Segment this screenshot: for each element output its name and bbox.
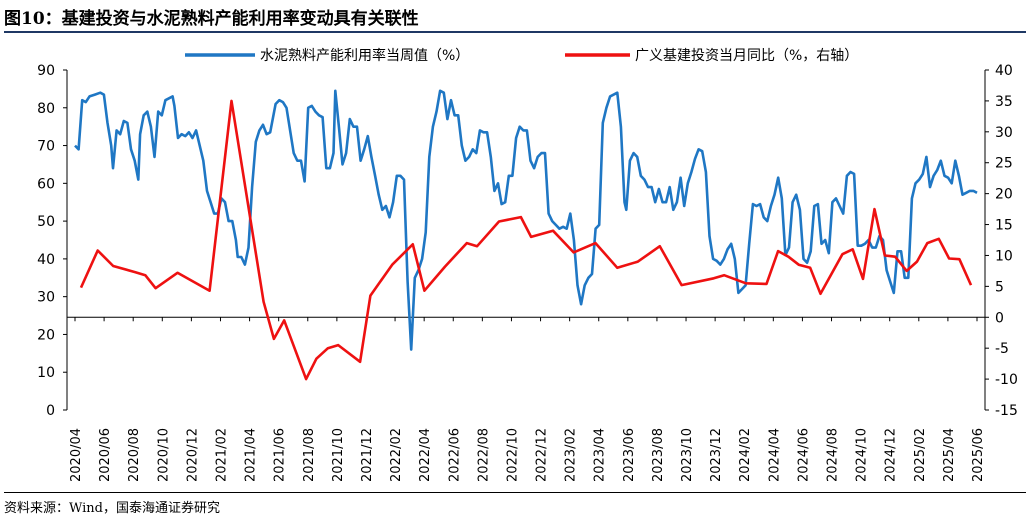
right-tick-label: 15 xyxy=(995,218,1013,234)
chart-svg: 0 10 20 30 40 50 60 70 80 90 -15 -10 -5 0 5 10 15 20 25 30 3… xyxy=(37,47,1018,482)
left-tick-label: 70 xyxy=(37,139,55,155)
right-tick-label: 0 xyxy=(995,310,1004,326)
right-tick-label: -5 xyxy=(995,341,1009,357)
source-divider xyxy=(4,492,1026,493)
x-tick-label: 2024/02 xyxy=(738,428,753,482)
x-tick-label: 2024/06 xyxy=(796,428,811,482)
x-tick-label: 2022/06 xyxy=(447,428,462,482)
right-tick-label: 10 xyxy=(995,248,1013,264)
x-tick-label: 2024/04 xyxy=(767,428,782,482)
right-tick-label: -15 xyxy=(995,403,1018,419)
x-tick-label: 2022/04 xyxy=(418,428,433,482)
x-tick-label: 2023/06 xyxy=(622,428,637,482)
legend: 水泥熟料产能利用率当周值（%） 广义基建投资当月同比（%，右轴） xyxy=(185,47,858,64)
left-tick-label: 0 xyxy=(46,403,55,419)
x-tick-label: 2024/08 xyxy=(826,428,841,482)
left-tick-label: 20 xyxy=(37,327,55,343)
x-tick-label: 2023/10 xyxy=(680,428,695,482)
legend-label-series1: 水泥熟料产能利用率当周值（%） xyxy=(260,47,469,64)
x-tick-label: 2020/08 xyxy=(127,428,142,482)
x-tick-label: 2023/08 xyxy=(651,428,666,482)
x-tick-label: 2023/04 xyxy=(593,428,608,482)
x-tick-label: 2020/04 xyxy=(69,428,84,482)
left-tick-label: 80 xyxy=(37,101,55,117)
left-tick-label: 10 xyxy=(37,365,55,381)
left-tick-label: 50 xyxy=(37,214,55,230)
x-tick-label: 2021/04 xyxy=(244,428,259,482)
left-tick-label: 40 xyxy=(37,252,55,268)
x-tick-label: 2025/04 xyxy=(942,428,957,482)
x-tick-label: 2020/12 xyxy=(185,428,200,482)
x-tick-label: 2021/02 xyxy=(214,428,229,482)
right-tick-label: 40 xyxy=(995,63,1013,79)
right-tick-label: 5 xyxy=(995,279,1004,295)
x-tick-label: 2020/06 xyxy=(98,428,113,482)
right-tick-label: 20 xyxy=(995,187,1013,203)
right-tick-label: 30 xyxy=(995,125,1013,141)
left-tick-label: 60 xyxy=(37,176,55,192)
source-note: 资料来源：Wind，国泰海通证券研究 xyxy=(4,501,220,516)
x-tick-label: 2022/02 xyxy=(389,428,404,482)
x-tick-label: 2022/08 xyxy=(476,428,491,482)
left-tick-label: 30 xyxy=(37,290,55,306)
right-tick-label: 25 xyxy=(995,156,1013,172)
x-tick-label: 2021/12 xyxy=(360,428,375,482)
figure-title: 图10：基建投资与水泥熟料产能利用率变动具有关联性 xyxy=(4,9,419,29)
x-tick-label: 2025/02 xyxy=(913,428,928,482)
x-tick-label: 2020/10 xyxy=(156,428,171,482)
x-tick-label: 2025/06 xyxy=(971,428,986,482)
series-line-capacity-utilization xyxy=(74,89,978,351)
right-tick-label: 35 xyxy=(995,94,1013,110)
x-tick-label: 2021/08 xyxy=(302,428,317,482)
x-tick-label: 2022/10 xyxy=(505,428,520,482)
x-tick-label: 2023/02 xyxy=(564,428,579,482)
x-tick-label: 2024/12 xyxy=(884,428,899,482)
left-tick-label: 90 xyxy=(37,63,55,79)
series-layer xyxy=(74,89,978,381)
title-divider xyxy=(4,31,1026,33)
right-tick-label: -10 xyxy=(995,372,1018,388)
x-tick-label: 2021/06 xyxy=(273,428,288,482)
x-tick-label: 2022/12 xyxy=(535,428,550,482)
legend-label-series2: 广义基建投资当月同比（%，右轴） xyxy=(635,47,858,64)
axes-layer: 0 10 20 30 40 50 60 70 80 90 -15 -10 -5 0 5 10 15 20 25 30 3… xyxy=(37,63,1018,482)
series-line-infrastructure-investment xyxy=(79,99,973,381)
x-tick-label: 2024/10 xyxy=(855,428,870,482)
x-tick-label: 2021/10 xyxy=(331,428,346,482)
x-tick-label: 2023/12 xyxy=(709,428,724,482)
